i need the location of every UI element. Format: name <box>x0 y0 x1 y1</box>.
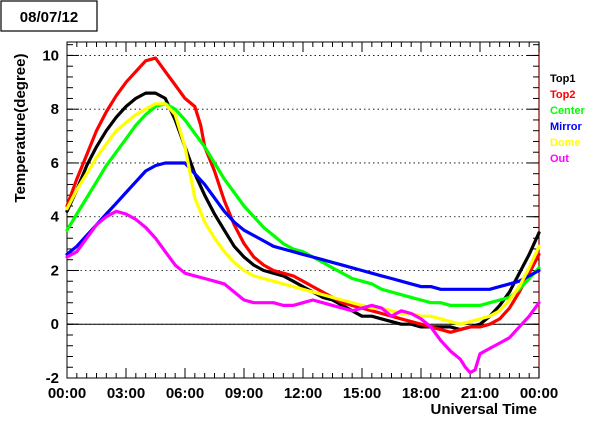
legend-entry-dome: Dome <box>550 137 581 149</box>
x-tick-label: 09:00 <box>225 385 263 402</box>
y-tick-label: -2 <box>46 370 59 387</box>
axes: -2 0 2 4 6 8 10 00:00 03:00 06:00 09:00 12:00 15:00 1… <box>42 42 558 402</box>
legend-entry-mirror: Mirror <box>550 121 583 133</box>
x-tick-label: 21:00 <box>461 385 499 402</box>
y-tick-label: 2 <box>51 262 59 279</box>
y-tick-label: 8 <box>51 101 59 118</box>
x-tick-label: 00:00 <box>520 385 558 402</box>
y-tick-label: 10 <box>42 47 59 64</box>
y-tick-label: 0 <box>51 316 59 333</box>
title-box-frame <box>0 0 98 32</box>
legend-entry-top1: Top1 <box>550 73 575 85</box>
title-box: 08/07/12 <box>0 0 98 32</box>
chart-title: 08/07/12 <box>20 9 78 26</box>
legend-entry-top2: Top2 <box>550 89 575 101</box>
legend-entry-center: Center <box>550 105 586 117</box>
series-line-top1 <box>65 91 541 332</box>
series <box>65 56 541 375</box>
y-axis-title: Temperature(degree) <box>12 54 29 203</box>
x-tick-label: 15:00 <box>343 385 381 402</box>
x-tick-label: 06:00 <box>166 385 204 402</box>
grid <box>67 55 539 379</box>
series-line-out <box>65 209 541 375</box>
x-tick-label: 12:00 <box>284 385 322 402</box>
series-line-mirror <box>65 161 541 291</box>
x-tick-label: 00:00 <box>48 385 86 402</box>
legend: Top1 Top2 Center Mirror Dome Out <box>550 73 586 165</box>
y-tick-label: 4 <box>51 209 60 226</box>
y-tick-label: 6 <box>51 155 59 172</box>
legend-entry-out: Out <box>550 153 569 165</box>
x-axis-title: Universal Time <box>431 401 537 418</box>
x-tick-label: 18:00 <box>402 385 440 402</box>
series-line-center <box>65 102 541 307</box>
series-line-dome <box>65 102 541 326</box>
x-tick-label: 03:00 <box>107 385 145 402</box>
series-line-top2 <box>65 56 541 334</box>
